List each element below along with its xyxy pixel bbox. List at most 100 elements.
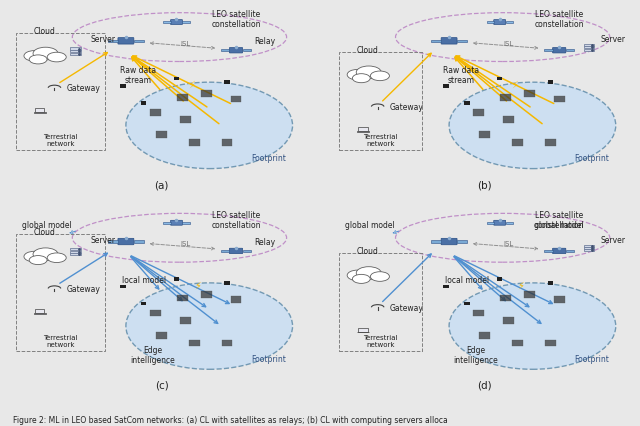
Text: Cloud: Cloud [357,246,379,255]
FancyBboxPatch shape [229,249,243,254]
Ellipse shape [449,283,616,369]
Bar [225,282,230,285]
Text: (c): (c) [155,380,168,390]
Ellipse shape [356,67,381,79]
Bar [584,250,594,252]
Bar [457,241,467,243]
Bar [174,78,179,81]
Text: Gateway: Gateway [390,103,424,112]
Bar [225,81,230,85]
Ellipse shape [33,48,58,60]
Text: global model: global model [22,221,72,230]
Text: ⚡: ⚡ [194,280,201,290]
Bar [150,109,161,116]
Text: LEO satellite
constellation: LEO satellite constellation [211,210,260,230]
Bar [512,140,523,147]
Text: LEO satellite
constellation: LEO satellite constellation [211,10,260,29]
Bar [464,102,470,105]
Bar [431,40,441,43]
Bar [584,245,594,247]
Bar [358,328,367,332]
Bar [189,340,200,347]
Text: ISL: ISL [504,241,514,247]
Bar [35,109,44,113]
FancyBboxPatch shape [441,38,457,45]
FancyBboxPatch shape [118,38,134,45]
Bar [141,102,147,105]
Text: ISL: ISL [180,241,191,247]
Bar [357,332,369,333]
Bar [545,50,552,52]
Bar [566,50,574,52]
Bar [464,302,470,305]
Bar [16,34,105,150]
Text: Terrestrial
network: Terrestrial network [43,134,77,147]
FancyBboxPatch shape [493,20,506,26]
Bar [16,234,105,351]
Bar [70,253,81,256]
FancyBboxPatch shape [493,221,506,226]
Bar [548,282,553,285]
Ellipse shape [353,275,370,284]
Bar [497,278,502,281]
Bar [548,81,553,85]
Ellipse shape [371,272,389,282]
Ellipse shape [47,53,66,63]
Text: Relay: Relay [254,237,275,247]
FancyBboxPatch shape [118,239,134,245]
Bar [457,40,467,43]
Text: ISL: ISL [504,40,514,46]
Bar [506,22,513,24]
Text: Server: Server [601,236,626,245]
Bar [201,91,212,98]
Bar [70,53,81,55]
Ellipse shape [371,72,389,81]
Text: Terrestrial
network: Terrestrial network [43,334,77,347]
Text: Cloud: Cloud [34,27,56,36]
Ellipse shape [347,271,368,281]
Bar [554,296,564,303]
Bar [221,250,229,253]
Bar [70,49,81,50]
Bar [156,132,167,139]
Text: ⚡: ⚡ [517,280,524,290]
Bar [554,96,564,103]
Text: global model: global model [534,221,584,230]
Bar [70,51,81,53]
Ellipse shape [356,267,381,279]
Bar [486,22,493,24]
Bar [497,78,502,81]
Bar [120,85,125,89]
Text: Server: Server [90,236,115,245]
Text: Gateway: Gateway [67,284,100,294]
Text: Figure 2: ML in LEO based SatCom networks: (a) CL with satellites as relays; (b): Figure 2: ML in LEO based SatCom network… [13,415,447,424]
Ellipse shape [347,70,368,81]
Text: Edge
intelligence: Edge intelligence [131,345,175,364]
Bar [177,95,188,101]
FancyBboxPatch shape [552,49,566,54]
Bar [584,45,594,47]
Bar [230,296,241,303]
Bar [174,278,179,281]
Bar [182,222,189,224]
Text: LEO satellite
constellation: LEO satellite constellation [534,10,584,29]
Text: Relay: Relay [254,37,275,46]
Ellipse shape [29,56,47,65]
Bar [339,53,422,150]
Bar [221,340,232,347]
Bar [545,140,556,147]
Bar [34,313,45,314]
Bar [182,22,189,24]
Bar [221,140,232,147]
Bar [134,241,144,243]
Bar [177,295,188,302]
Ellipse shape [126,83,292,169]
Bar [34,113,45,114]
Text: Raw data
stream: Raw data stream [120,66,156,85]
Bar [524,291,535,298]
Bar [584,248,594,250]
Bar [503,117,514,124]
Text: Footprint: Footprint [252,354,286,363]
Bar [189,140,200,147]
Bar [120,285,125,289]
